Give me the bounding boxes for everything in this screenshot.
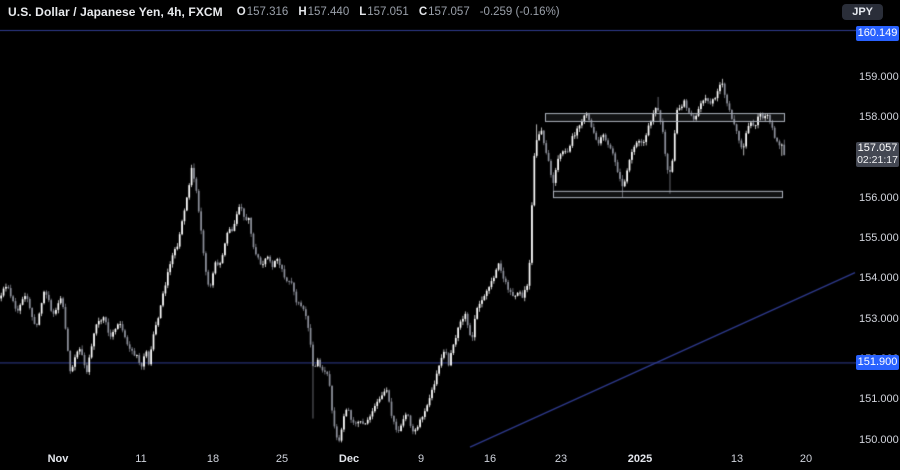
current-price-badge: 157.057 02:21:17 xyxy=(856,142,899,168)
price-tick-label: 154.000 xyxy=(859,272,899,285)
low-value: 157.051 xyxy=(367,6,409,18)
price-tick-label: 153.000 xyxy=(859,312,899,325)
price-tick-label: 155.000 xyxy=(859,232,899,244)
time-axis-label: 16 xyxy=(483,453,497,465)
time-axis-label: 23 xyxy=(554,453,568,465)
price-tick-label: 158.000 xyxy=(859,111,899,124)
low-label: L xyxy=(359,6,367,18)
alert-price-badge: 160.149 xyxy=(856,26,899,41)
price-tick-label: 156.000 xyxy=(859,191,899,204)
high-value: 157.440 xyxy=(307,6,350,18)
close-label: C xyxy=(418,6,428,18)
price-tick-label: 150.000 xyxy=(859,433,899,446)
alert-price-badge: 151.900 xyxy=(856,354,899,370)
countdown-timer: 02:21:17 xyxy=(857,154,898,167)
price-tick-label: 159.000 xyxy=(859,70,899,83)
time-axis-label: 20 xyxy=(799,453,813,465)
ohlc-readout: O 157.316 H 157.440 L 157.051 C 157.057 -0.2… xyxy=(237,6,560,18)
open-label: O xyxy=(236,6,246,18)
close-value: 157.057 xyxy=(428,6,470,18)
time-axis-label: 25 xyxy=(275,453,289,465)
time-axis-label: 11 xyxy=(135,453,147,465)
time-axis-label: Nov xyxy=(47,453,69,465)
symbol-title[interactable]: U.S. Dollar / Japanese Yen, 4h, FXCM xyxy=(8,5,223,19)
price-axis[interactable]: 160.000159.000158.000157.000156.000155.0… xyxy=(856,25,900,450)
time-axis-label: 9 xyxy=(417,453,425,465)
time-axis[interactable]: Nov 11 18 25 Dec 9 16 23 2025 13 20 xyxy=(0,450,856,470)
open-value: 157.316 xyxy=(246,6,289,18)
high-label: H xyxy=(298,6,307,18)
price-tick-label: 151.000 xyxy=(859,393,899,406)
time-axis-label: Dec xyxy=(338,453,360,465)
currency-unit-badge[interactable]: JPY xyxy=(842,4,883,20)
price-change: -0.259 (-0.16%) xyxy=(479,6,560,18)
time-axis-label: 2025 xyxy=(627,453,653,465)
time-axis-label: 18 xyxy=(206,453,220,465)
time-axis-label: 13 xyxy=(730,453,744,465)
current-price-value: 157.057 xyxy=(857,142,898,155)
candlestick-chart[interactable] xyxy=(0,25,856,450)
chart-legend: U.S. Dollar / Japanese Yen, 4h, FXCM O 15… xyxy=(8,0,560,24)
